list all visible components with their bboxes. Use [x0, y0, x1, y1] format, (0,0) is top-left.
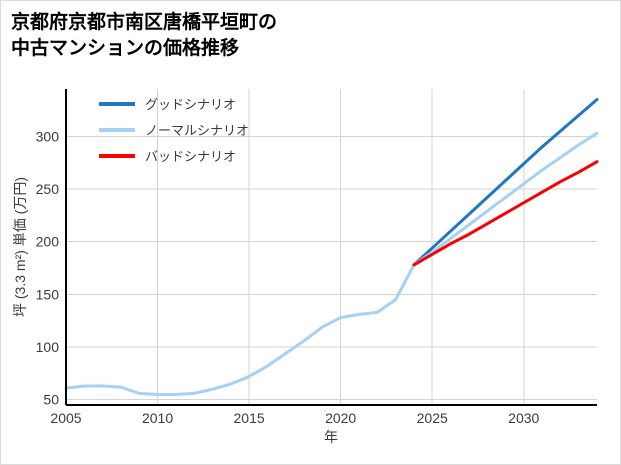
x-tick-label: 2030 [508, 410, 539, 426]
legend-label-1: ノーマルシナリオ [145, 123, 249, 138]
x-tick-label: 2005 [50, 410, 81, 426]
legend-label-0: グッドシナリオ [145, 97, 236, 112]
y-axis-title: 坪 (3.3 m²) 単価 (万円) [12, 177, 28, 317]
y-tick-label: 200 [36, 234, 60, 250]
x-tick-label: 2020 [325, 410, 356, 426]
x-tick-label: 2010 [142, 410, 173, 426]
x-tick-label: 2025 [417, 410, 448, 426]
chart-title: 京都府京都市南区唐橋平垣町の 中古マンションの価格推移 [11, 12, 278, 59]
x-tick-labels-group: 2005 2010 2015 2020 2025 2030 [50, 410, 539, 426]
x-tick-label: 2015 [234, 410, 265, 426]
legend-label-2: バッドシナリオ [145, 149, 236, 164]
series-group [64, 98, 599, 396]
series-line-0 [412, 98, 599, 267]
y-tick-label: 300 [36, 128, 60, 144]
y-tick-label: 150 [36, 286, 60, 302]
y-tick-labels-group: 50 100 150 200 250 300 [36, 128, 60, 407]
y-tick-label: 250 [36, 181, 60, 197]
y-tick-label: 100 [36, 339, 60, 355]
series-line-1 [64, 131, 599, 396]
x-axis-title: 年 [324, 429, 338, 445]
series-line-2 [412, 160, 599, 267]
y-tick-label: 50 [43, 392, 59, 408]
axes-group [65, 89, 597, 406]
